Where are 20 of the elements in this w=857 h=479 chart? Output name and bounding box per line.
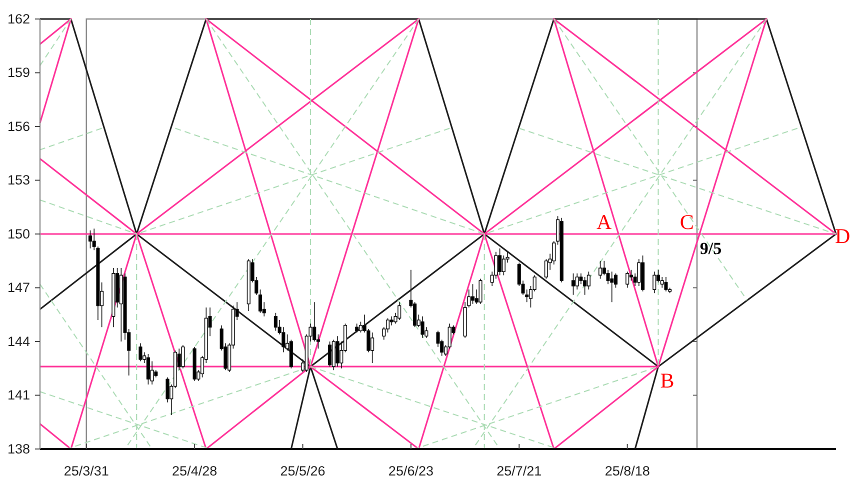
annotation: D xyxy=(835,224,850,248)
y-tick-label: 150 xyxy=(7,226,30,242)
y-tick-label: 138 xyxy=(7,441,30,456)
y-tick-label: 159 xyxy=(7,65,30,80)
y-tick-label: 144 xyxy=(7,334,30,349)
y-tick-label: 141 xyxy=(7,388,30,403)
annotation: 9/5 xyxy=(700,239,722,258)
y-tick-label: 153 xyxy=(7,172,30,188)
x-tick-label: 25/6/23 xyxy=(388,464,434,479)
y-tick-label: 147 xyxy=(7,280,30,296)
x-tick-label: 25/7/21 xyxy=(496,464,542,479)
annotation: B xyxy=(660,368,674,393)
y-tick-label: 162 xyxy=(7,11,30,26)
annotation: C xyxy=(680,210,694,234)
y-tick-label: 156 xyxy=(7,118,30,134)
x-tick-label: 25/3/31 xyxy=(64,464,109,479)
annotation: A xyxy=(596,210,612,234)
x-tick-label: 25/5/26 xyxy=(280,464,326,479)
x-tick-label: 25/8/18 xyxy=(604,464,650,479)
x-tick-label: 25/4/28 xyxy=(172,464,218,479)
